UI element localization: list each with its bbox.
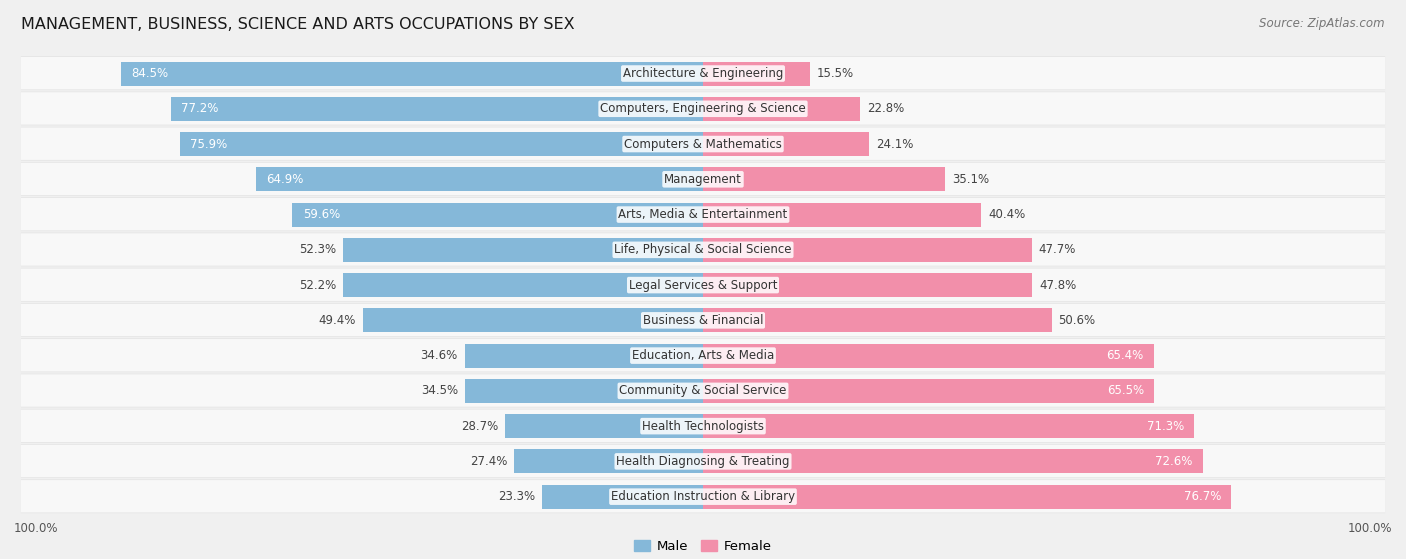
FancyBboxPatch shape (21, 373, 1385, 408)
Text: 100.0%: 100.0% (1347, 522, 1392, 535)
FancyBboxPatch shape (21, 410, 1385, 442)
Bar (465, 379, 703, 403)
Bar (703, 132, 869, 156)
FancyBboxPatch shape (21, 127, 1385, 160)
Bar (703, 167, 945, 191)
Text: 65.5%: 65.5% (1107, 385, 1144, 397)
FancyBboxPatch shape (21, 304, 1385, 336)
Bar (703, 238, 1032, 262)
Bar (703, 344, 1153, 368)
Text: 34.5%: 34.5% (422, 385, 458, 397)
FancyBboxPatch shape (21, 162, 1385, 196)
Bar (703, 309, 1052, 333)
Text: MANAGEMENT, BUSINESS, SCIENCE AND ARTS OCCUPATIONS BY SEX: MANAGEMENT, BUSINESS, SCIENCE AND ARTS O… (21, 17, 575, 32)
Text: 100.0%: 100.0% (14, 522, 59, 535)
FancyBboxPatch shape (21, 233, 1385, 266)
Text: Computers & Mathematics: Computers & Mathematics (624, 138, 782, 150)
Bar (172, 97, 703, 121)
Text: Health Diagnosing & Treating: Health Diagnosing & Treating (616, 455, 790, 468)
Text: 76.7%: 76.7% (1184, 490, 1220, 503)
FancyBboxPatch shape (21, 233, 1385, 267)
Text: Education, Arts & Media: Education, Arts & Media (631, 349, 775, 362)
Bar (180, 132, 703, 156)
Text: 72.6%: 72.6% (1156, 455, 1192, 468)
Text: 22.8%: 22.8% (868, 102, 904, 115)
Bar (464, 344, 703, 368)
Text: Education Instruction & Library: Education Instruction & Library (612, 490, 794, 503)
FancyBboxPatch shape (21, 303, 1385, 337)
Text: Community & Social Service: Community & Social Service (619, 385, 787, 397)
FancyBboxPatch shape (21, 56, 1385, 90)
FancyBboxPatch shape (21, 92, 1385, 125)
FancyBboxPatch shape (21, 339, 1385, 372)
Text: 64.9%: 64.9% (266, 173, 304, 186)
Bar (505, 414, 703, 438)
Text: Management: Management (664, 173, 742, 186)
FancyBboxPatch shape (21, 127, 1385, 160)
Legend: Male, Female: Male, Female (628, 534, 778, 558)
FancyBboxPatch shape (21, 375, 1385, 407)
Text: Source: ZipAtlas.com: Source: ZipAtlas.com (1260, 17, 1385, 30)
Bar (703, 414, 1194, 438)
Text: Business & Financial: Business & Financial (643, 314, 763, 327)
Text: 47.7%: 47.7% (1039, 243, 1076, 257)
FancyBboxPatch shape (21, 92, 1385, 125)
FancyBboxPatch shape (21, 57, 1385, 89)
Text: Health Technologists: Health Technologists (643, 420, 763, 433)
Text: 28.7%: 28.7% (461, 420, 498, 433)
Bar (703, 97, 860, 121)
FancyBboxPatch shape (21, 480, 1385, 513)
Text: 59.6%: 59.6% (302, 208, 340, 221)
Text: 24.1%: 24.1% (876, 138, 914, 150)
Bar (703, 485, 1232, 509)
FancyBboxPatch shape (21, 198, 1385, 230)
FancyBboxPatch shape (21, 268, 1385, 302)
Text: 15.5%: 15.5% (817, 67, 853, 80)
Text: 34.6%: 34.6% (420, 349, 458, 362)
Bar (343, 273, 703, 297)
Bar (343, 238, 703, 262)
Text: Legal Services & Support: Legal Services & Support (628, 278, 778, 292)
Bar (515, 449, 703, 473)
Text: Computers, Engineering & Science: Computers, Engineering & Science (600, 102, 806, 115)
Text: 77.2%: 77.2% (181, 102, 219, 115)
Bar (703, 202, 981, 226)
FancyBboxPatch shape (21, 409, 1385, 443)
Text: 27.4%: 27.4% (470, 455, 508, 468)
Text: 65.4%: 65.4% (1107, 349, 1143, 362)
Text: Arts, Media & Entertainment: Arts, Media & Entertainment (619, 208, 787, 221)
FancyBboxPatch shape (21, 268, 1385, 301)
FancyBboxPatch shape (21, 480, 1385, 513)
Text: 47.8%: 47.8% (1039, 278, 1077, 292)
Bar (121, 61, 703, 86)
Bar (703, 61, 810, 86)
Bar (703, 449, 1204, 473)
Bar (543, 485, 703, 509)
Bar (256, 167, 703, 191)
Text: 52.2%: 52.2% (299, 278, 336, 292)
Bar (703, 379, 1154, 403)
Text: 40.4%: 40.4% (988, 208, 1025, 221)
Text: 71.3%: 71.3% (1147, 420, 1184, 433)
Text: 50.6%: 50.6% (1059, 314, 1095, 327)
Text: 23.3%: 23.3% (499, 490, 536, 503)
FancyBboxPatch shape (21, 163, 1385, 195)
Bar (292, 202, 703, 226)
Text: 52.3%: 52.3% (298, 243, 336, 257)
Bar (703, 273, 1032, 297)
Text: 49.4%: 49.4% (318, 314, 356, 327)
Text: 75.9%: 75.9% (190, 138, 228, 150)
Text: Architecture & Engineering: Architecture & Engineering (623, 67, 783, 80)
FancyBboxPatch shape (21, 444, 1385, 478)
FancyBboxPatch shape (21, 197, 1385, 231)
Text: 35.1%: 35.1% (952, 173, 988, 186)
FancyBboxPatch shape (21, 445, 1385, 477)
Text: 84.5%: 84.5% (131, 67, 169, 80)
FancyBboxPatch shape (21, 338, 1385, 372)
Text: Life, Physical & Social Science: Life, Physical & Social Science (614, 243, 792, 257)
Bar (363, 309, 703, 333)
